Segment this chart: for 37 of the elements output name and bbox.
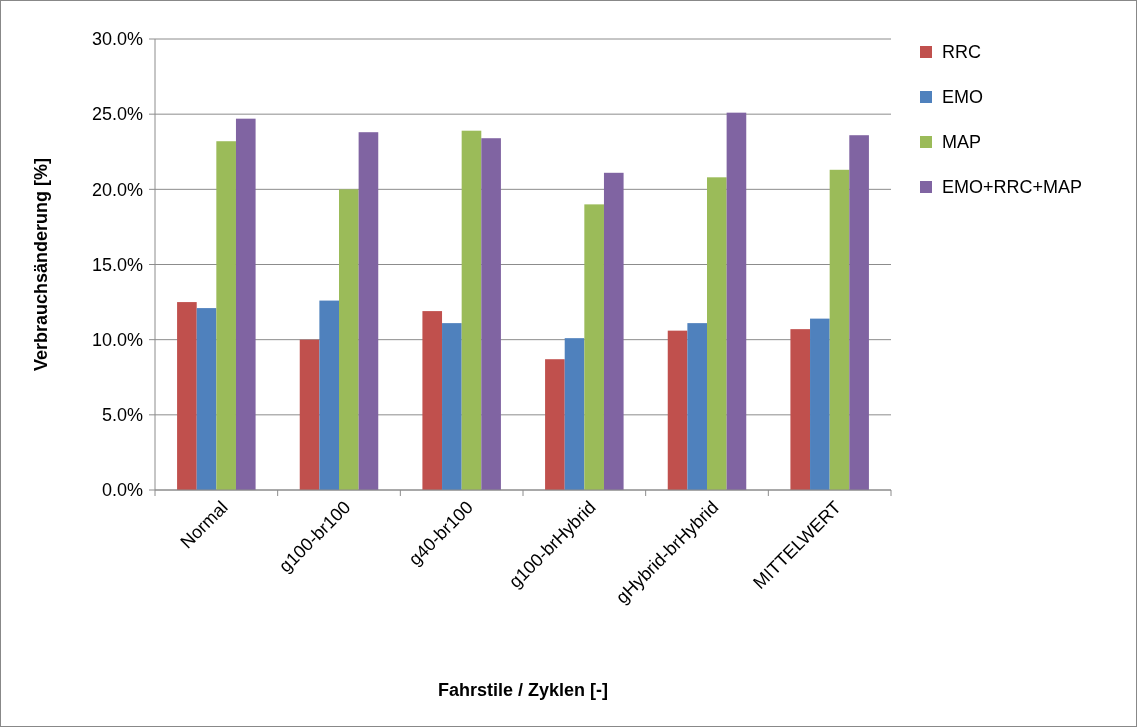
y-tick-label: 10.0%: [91, 329, 143, 350]
bar: [177, 302, 197, 490]
y-tick-label: 20.0%: [91, 179, 143, 200]
bar: [319, 300, 339, 490]
y-axis-title: Verbrauchsänderung [%]: [31, 157, 51, 372]
bar: [849, 135, 869, 490]
bar: [299, 339, 320, 490]
bar: [216, 141, 236, 490]
y-tick-label: 30.0%: [91, 29, 143, 50]
legend-label: RRC: [942, 42, 981, 63]
bar: [358, 132, 379, 490]
bar: [461, 130, 482, 490]
bar: [545, 359, 565, 490]
legend-label: EMO: [942, 87, 984, 108]
bar: [442, 323, 462, 490]
bar: [726, 112, 747, 490]
bar: [687, 323, 707, 490]
bar: [810, 318, 830, 490]
bar: [339, 189, 359, 490]
legend-label: MAP: [942, 132, 982, 153]
y-tick-label: 0.0%: [101, 480, 143, 501]
bar: [829, 169, 850, 490]
y-tick-label: 15.0%: [91, 254, 143, 275]
y-tick-label: 5.0%: [101, 405, 143, 426]
bar: [603, 172, 624, 490]
bar: [196, 308, 217, 490]
bar: [564, 338, 585, 490]
bar: [667, 330, 688, 490]
bar: [235, 118, 256, 490]
bar: [707, 177, 727, 490]
bar: [790, 329, 811, 490]
x-axis-title: Fahrstile / Zyklen [-]: [437, 680, 609, 700]
bar: [584, 204, 604, 490]
bar: [481, 138, 501, 490]
legend-label: EMO+RRC+MAP: [942, 177, 1083, 198]
y-tick-label: 25.0%: [91, 104, 143, 125]
bar: [422, 311, 443, 490]
